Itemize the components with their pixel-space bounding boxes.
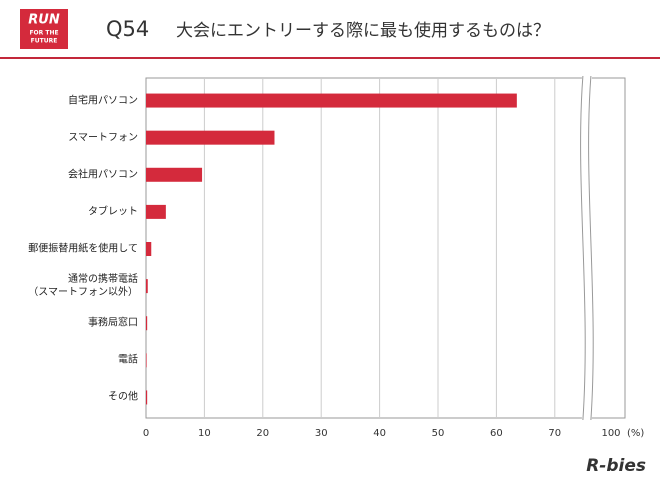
plot-frame bbox=[145, 77, 626, 419]
axis-break bbox=[580, 75, 586, 421]
category-label: 自宅用パソコン bbox=[68, 95, 138, 107]
bar bbox=[146, 242, 152, 256]
logo-box bbox=[20, 9, 68, 49]
bar bbox=[146, 390, 148, 405]
bar bbox=[146, 279, 148, 294]
x-tick-label: 10 bbox=[198, 428, 211, 439]
logo-text: RUN bbox=[28, 13, 60, 28]
bar bbox=[146, 93, 517, 108]
category-label: タブレット bbox=[88, 206, 138, 218]
axis-break-fill bbox=[581, 76, 592, 420]
bar bbox=[146, 316, 148, 331]
bar bbox=[146, 167, 203, 182]
category-label: スマートフォン bbox=[68, 132, 138, 144]
logo-text: FUTURE bbox=[31, 38, 58, 45]
category-label: 会社用パソコン bbox=[68, 169, 138, 181]
x-axis-label: (%) bbox=[627, 428, 644, 439]
category-label: 通常の携帯電話 （スマートフォン以外） bbox=[28, 274, 138, 299]
category-label: 事務局窓口 bbox=[88, 317, 138, 329]
category-label: その他 bbox=[108, 391, 138, 403]
logo-text: FOR THE bbox=[29, 30, 58, 37]
bar bbox=[146, 353, 147, 368]
chart-title: 大会にエントリーする際に最も使用するものは？ bbox=[176, 20, 550, 41]
brand-logo: R-bies bbox=[586, 456, 646, 476]
question-number: Q54 bbox=[106, 17, 149, 41]
category-label: 郵便振替用紙を使用して bbox=[28, 243, 138, 255]
x-tick-label: 70 bbox=[548, 428, 561, 439]
x-tick-label: 40 bbox=[373, 428, 386, 439]
x-tick-label: 30 bbox=[315, 428, 328, 439]
bar bbox=[146, 130, 275, 145]
category-label: 電話 bbox=[118, 354, 138, 366]
x-tick-label: 50 bbox=[432, 428, 445, 439]
x-tick-label: 20 bbox=[256, 428, 269, 439]
axis-break bbox=[588, 75, 594, 421]
x-tick-label: 100 bbox=[601, 428, 620, 439]
bar bbox=[146, 204, 166, 219]
x-tick-label: 60 bbox=[490, 428, 503, 439]
x-tick-label: 0 bbox=[143, 428, 149, 439]
